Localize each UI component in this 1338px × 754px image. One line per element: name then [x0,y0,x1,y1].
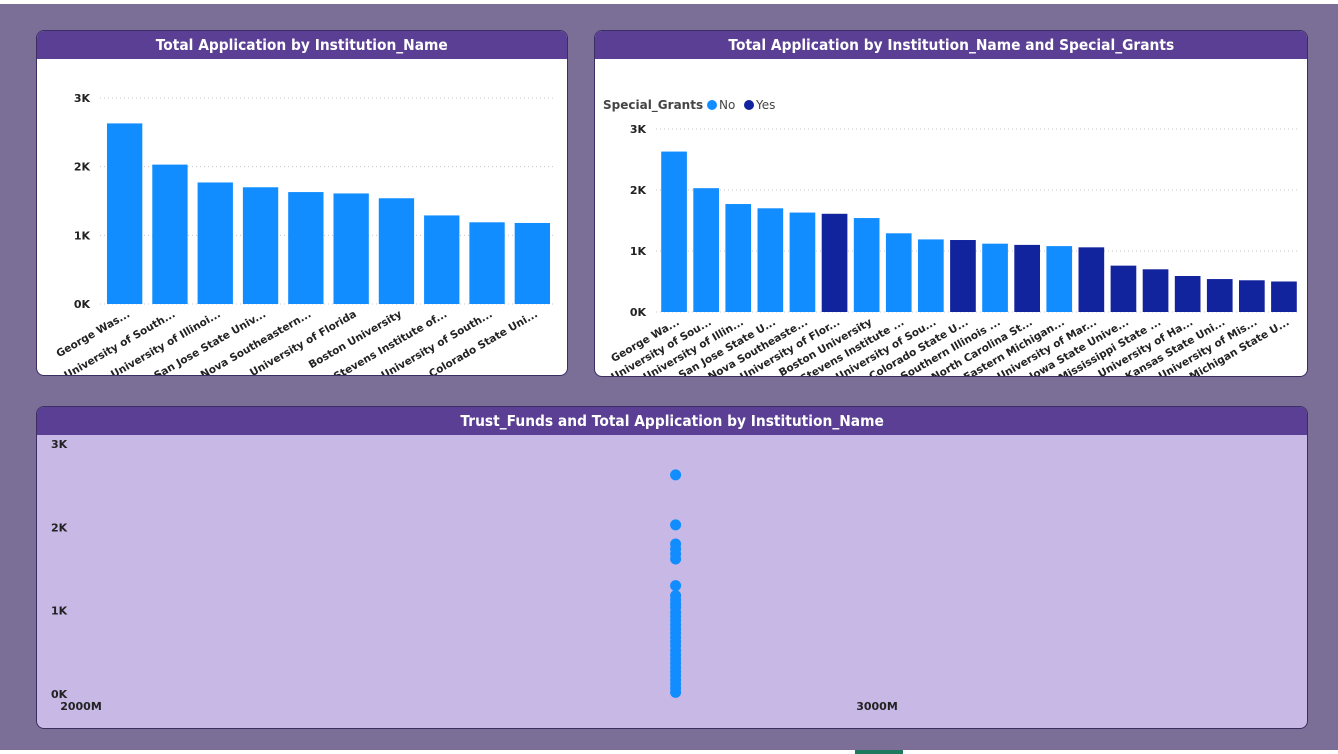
bar [469,222,505,304]
bar [333,193,369,304]
x-tick-label: 3000M [856,700,898,713]
bottom-strip [0,750,1338,754]
scatter-point [670,686,682,698]
bar [242,187,279,304]
bar [757,208,784,312]
y-tick-label: 3K [630,123,647,136]
bar [1078,247,1105,312]
y-tick-label: 0K [630,306,647,319]
bar [197,182,233,304]
bar [288,192,324,304]
bar [725,204,752,312]
bar [1014,244,1040,312]
chart-title: Total Application by Institution_Name an… [595,31,1307,59]
y-tick-label: 0K [51,688,68,701]
scatter-chart: 0K 1K 2K 3K 2000M 3000M [51,438,898,713]
y-tick-label: 2K [630,184,647,197]
bar [1174,276,1201,312]
bar [152,164,188,304]
bar [982,243,1008,312]
bar [378,198,415,304]
legend-marker-no [707,100,717,110]
bar [1206,279,1233,312]
scatter-point [670,553,682,565]
grouped-bar-chart-card[interactable]: Total Application by Institution_Name an… [594,30,1308,377]
bar [1239,280,1265,312]
bar [424,215,460,304]
legend-marker-yes [744,100,754,110]
bar [1142,269,1169,312]
bar [1110,265,1137,312]
bar [885,233,912,312]
scatter-point [670,519,682,531]
y-tick-label: 2K [51,521,68,534]
y-tick-label: 2K [74,161,91,174]
y-tick-label: 3K [51,438,68,451]
legend-label-no: No [719,98,735,112]
bar [1046,246,1073,312]
bar [950,240,976,312]
y-tick-label: 3K [74,92,91,105]
bar [918,239,944,312]
legend-title: Special_Grants [603,98,703,113]
scatter-point [670,580,682,592]
scatter-point [670,469,682,481]
x-tick-label: 2000M [60,700,102,713]
y-tick-label: 1K [74,229,91,242]
y-tick-label: 1K [51,605,68,618]
legend-label-yes: Yes [755,98,775,112]
bar [853,218,880,312]
bar-chart-card[interactable]: Total Application by Institution_Name 0K… [36,30,568,376]
chart-title: Total Application by Institution_Name [37,31,567,59]
page-tab-indicator [855,750,903,754]
top-strip [0,0,1338,4]
bar [789,212,816,312]
chart-title: Trust_Funds and Total Application by Ins… [37,407,1307,435]
bar [1271,281,1297,312]
y-tick-label: 1K [630,245,647,258]
bar [821,213,848,312]
bar [106,123,143,304]
bar [693,188,719,312]
scatter-chart-card[interactable]: Trust_Funds and Total Application by Ins… [36,406,1308,729]
y-tick-label: 0K [74,298,91,311]
bar [514,222,551,304]
bar [661,151,687,312]
